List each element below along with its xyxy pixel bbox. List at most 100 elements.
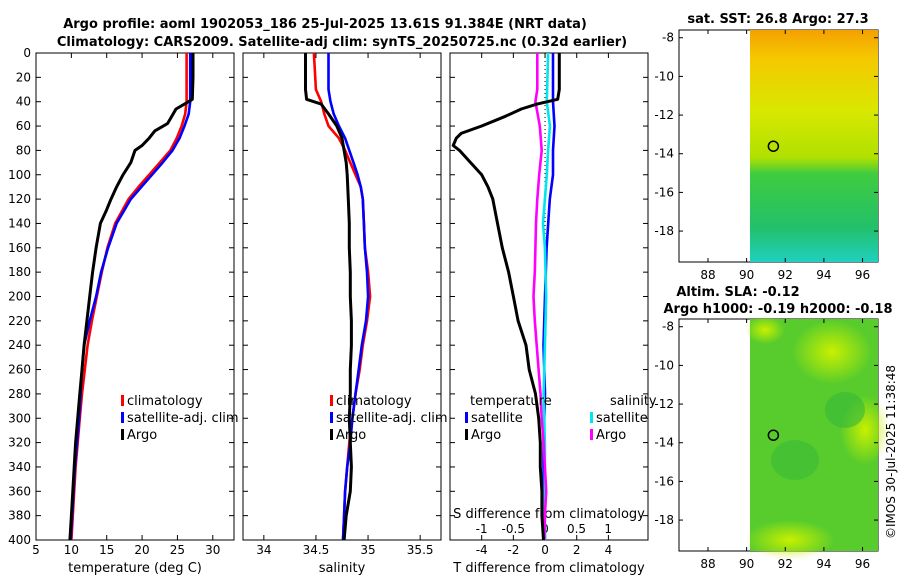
- temperature-difference-tick-label: 4: [605, 543, 613, 557]
- temperature-difference-axis-label: T difference from climatology: [452, 561, 645, 576]
- temperature-legend-swatch: [121, 412, 124, 423]
- depth-tick-label: 40: [16, 95, 31, 109]
- depth-tick-label: 360: [8, 484, 31, 498]
- sla-map-argo-location-marker: [767, 429, 780, 441]
- sla-high-patch: [792, 320, 872, 384]
- temperature-difference-legend-swatch: [465, 412, 468, 423]
- temperature-tick-label: 15: [99, 543, 114, 557]
- salinity-legend-label: Argo: [336, 428, 366, 443]
- salinity-legend-title: salinity: [610, 394, 657, 409]
- depth-tick-label: 320: [8, 436, 31, 450]
- temperature-tick-label: 30: [205, 543, 220, 557]
- temperature-difference-legend-label: satellite: [471, 411, 523, 426]
- salinity-panel: 34 34.5 35 35.5 salinity climatology satellite…: [242, 52, 448, 576]
- plot-frame: [35, 52, 235, 541]
- salinity-legend-swatch: [330, 395, 333, 406]
- sst-map-lat-tick-label: -10: [654, 69, 674, 83]
- sla-map-lat-tick-label: -12: [654, 397, 674, 411]
- depth-tick-label: 20: [16, 70, 31, 84]
- sla-map-title-line1: Altim. SLA: -0.12: [676, 285, 799, 300]
- sla-high-patch: [745, 520, 835, 560]
- salinity-difference-tick-label: 0.5: [567, 522, 586, 536]
- temperature-argo-line: [68, 53, 195, 541]
- salinity-tick-label: 35: [360, 543, 375, 557]
- sst-field: [750, 30, 878, 262]
- sla-high-patch: [745, 316, 785, 344]
- sst-map-argo-location-marker: [767, 140, 780, 152]
- sla-map-panel: Altim. SLA: -0.12 Argo h1000: -0.19 h200…: [654, 285, 892, 571]
- depth-tick-label: 240: [8, 338, 31, 352]
- salinity-difference-legend-swatch: [590, 429, 593, 440]
- sla-map-lat-tick-label: -16: [654, 474, 674, 488]
- sla-map-lon-tick-label: 94: [816, 557, 831, 571]
- sla-map-title-line2: Argo h1000: -0.19 h2000: -0.18: [663, 302, 892, 317]
- temperature-legend-label: Argo: [127, 428, 157, 443]
- salinity-tick-label: 34: [256, 543, 271, 557]
- salinity-legend-swatch: [330, 412, 333, 423]
- temperature-legend-label: satellite-adj. clim: [127, 411, 239, 426]
- sst-map-lat-tick-label: -8: [662, 31, 674, 45]
- salinity-difference-legend-label: satellite: [596, 411, 648, 426]
- salinity-difference-tick-label: 1: [604, 522, 612, 536]
- sst-map-lon-tick-label: 92: [778, 268, 793, 282]
- depth-tick-label: 280: [8, 387, 31, 401]
- sst-map-title: sat. SST: 26.8 Argo: 27.3: [687, 12, 868, 27]
- depth-tick-label: 340: [8, 460, 31, 474]
- sst-map-lon-tick-label: 96: [855, 268, 870, 282]
- sla-map-lon-tick-label: 92: [778, 557, 793, 571]
- salinity-difference-legend-label: Argo: [596, 428, 626, 443]
- sst-map-lat-tick-label: -12: [654, 108, 674, 122]
- sla-map-lat-tick-label: -14: [654, 436, 674, 450]
- depth-tick-label: 100: [8, 168, 31, 182]
- temperature-difference-tick-label: -2: [507, 543, 519, 557]
- temperature-tick-label: 20: [134, 543, 149, 557]
- temperature-difference-tick-label: -4: [476, 543, 488, 557]
- sst-map-lon-tick-label: 94: [816, 268, 831, 282]
- depth-tick-label: 380: [8, 509, 31, 523]
- depth-tick-label: 220: [8, 314, 31, 328]
- temperature-tick-label: 5: [32, 543, 40, 557]
- sst-map-panel: sat. SST: 26.8 Argo: 27.3 88 90 92 94 96 -8 -1…: [654, 12, 879, 282]
- temperature-legend-swatch: [121, 395, 124, 406]
- salinity-tick-label: 35.5: [407, 543, 434, 557]
- temperature-tick-label: 25: [170, 543, 185, 557]
- depth-tick-label: 80: [16, 143, 31, 157]
- depth-tick-label: 200: [8, 290, 31, 304]
- salinity-legend-swatch: [330, 429, 333, 440]
- salinity-difference-axis-label: S difference from climatology: [453, 507, 645, 522]
- depth-tick-label: 180: [8, 265, 31, 279]
- temperature-legend-swatch: [121, 429, 124, 440]
- sla-map-lat-tick-label: -18: [654, 513, 674, 527]
- temperature-legend-label: climatology: [127, 394, 203, 409]
- salinity-tick-label: 34.5: [303, 543, 330, 557]
- depth-tick-label: 160: [8, 241, 31, 255]
- salinity-difference-satellite-line: [541, 52, 552, 540]
- sla-low-patch: [771, 440, 819, 480]
- salinity-axis-label: salinity: [319, 561, 366, 576]
- salinity-argo-line: [304, 53, 353, 541]
- sst-map-lat-tick-label: -14: [654, 147, 674, 161]
- sst-map-lat-tick-label: -16: [654, 185, 674, 199]
- salinity-legend-label: climatology: [336, 394, 412, 409]
- sst-map-lon-tick-label: 90: [739, 268, 754, 282]
- salinity-legend-label: satellite-adj. clim: [336, 411, 448, 426]
- salinity-difference-legend-swatch: [590, 412, 593, 423]
- depth-tick-label: 260: [8, 363, 31, 377]
- sla-map-lon-tick-label: 90: [739, 557, 754, 571]
- temperature-difference-tick-label: 2: [573, 543, 581, 557]
- difference-panel: -4 -2 0 2 4 T difference from climatology -1 -0…: [449, 52, 657, 576]
- temperature-difference-tick-label: 0: [541, 543, 549, 557]
- sla-low-patch: [825, 392, 865, 428]
- salinity-difference-argo-line: [532, 53, 548, 541]
- temperature-panel: 0 20 40 60 80 100 120 140 160 180 200 220 240 260 280 3…: [8, 46, 239, 576]
- temperature-difference-argo-line: [451, 53, 561, 541]
- salinity-difference-tick-label: -0.5: [502, 522, 525, 536]
- plot-frame: [242, 52, 442, 541]
- credit-text: ©IMOS 30-Jul-2025 11:38:48: [884, 365, 898, 539]
- figure-title-line1: Argo profile: aoml 1902053_186 25-Jul-20…: [63, 17, 587, 32]
- salinity-difference-tick-label: -1: [476, 522, 488, 536]
- sla-map-lon-tick-label: 88: [700, 557, 715, 571]
- depth-tick-label: 400: [8, 533, 31, 547]
- depth-tick-label: 0: [23, 46, 31, 60]
